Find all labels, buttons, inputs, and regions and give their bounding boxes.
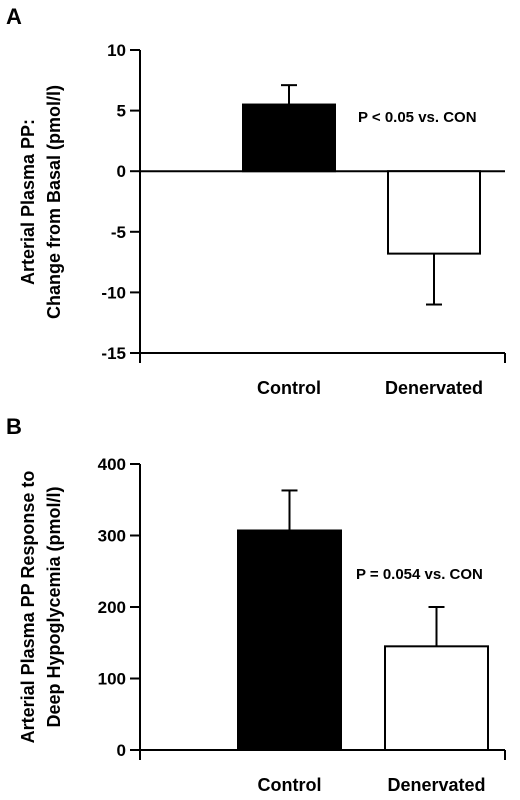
y-axis-label: Arterial Plasma PP Response to (18, 471, 38, 744)
y-axis-label: Arterial Plasma PP: (18, 119, 38, 285)
y-tick-label: -10 (101, 283, 126, 302)
y-axis-label: Change from Basal (pmol/l) (44, 85, 64, 319)
category-label: Denervated (385, 378, 483, 398)
significance-annotation: P < 0.05 vs. CON (358, 109, 477, 126)
significance-annotation: P = 0.054 vs. CON (356, 566, 483, 583)
y-tick-label: 200 (98, 598, 126, 617)
panel-b: B 400 300 200 100 0 Control Denervated Arterial … (6, 414, 506, 795)
bar (384, 645, 489, 752)
y-tick-label: 100 (98, 670, 126, 689)
panel-letter: A (6, 4, 22, 29)
y-tick-label: -15 (101, 344, 126, 363)
category-label: Denervated (387, 775, 485, 795)
y-tick-label: 0 (117, 162, 126, 181)
bar (242, 103, 336, 173)
y-tick-label: 10 (107, 41, 126, 60)
category-label: Control (258, 775, 322, 795)
panel-letter: B (6, 414, 22, 439)
panel-a: A 10 5 0 -5 -10 -15 Control Denervated Arterial P… (6, 4, 506, 398)
y-axis-label: Deep Hypoglycemia (pmol/l) (44, 486, 64, 727)
y-tick-label: -5 (111, 223, 126, 242)
y-tick-label: 5 (117, 102, 126, 121)
y-tick-label: 300 (98, 527, 126, 546)
y-tick-label: 0 (117, 741, 126, 760)
bar (387, 170, 481, 255)
y-tick-label: 400 (98, 455, 126, 474)
category-label: Control (257, 378, 321, 398)
bar (237, 529, 342, 751)
